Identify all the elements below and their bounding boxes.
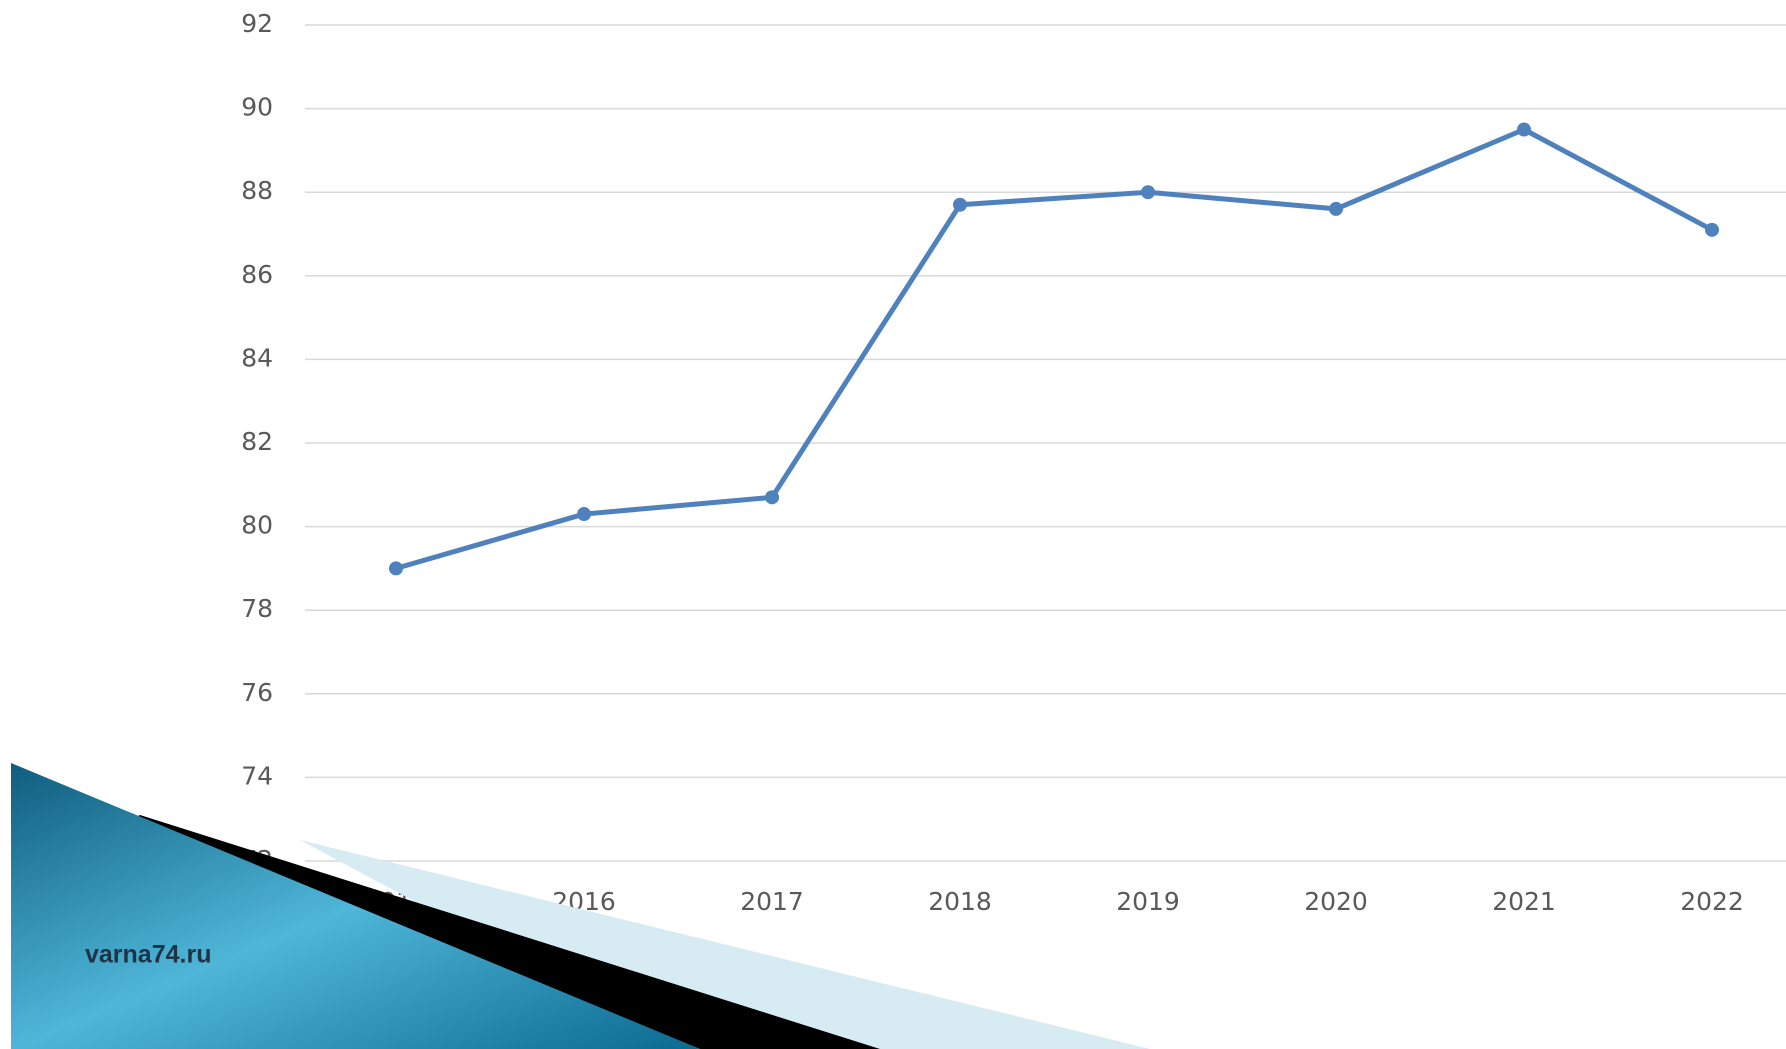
blue-triangle bbox=[11, 763, 700, 1049]
y-tick-label: 92 bbox=[241, 9, 273, 38]
data-point bbox=[765, 490, 779, 505]
data-point bbox=[1517, 122, 1531, 137]
y-tick-label: 90 bbox=[241, 93, 273, 122]
y-tick-label: 80 bbox=[241, 511, 273, 540]
x-tick-label: 2018 bbox=[928, 887, 992, 916]
light-stripe bbox=[300, 840, 1150, 1049]
y-tick-label: 82 bbox=[241, 427, 273, 456]
watermark: varna74.ru bbox=[85, 941, 211, 969]
data-point bbox=[577, 507, 591, 522]
x-tick-label: 2021 bbox=[1492, 887, 1556, 916]
data-point bbox=[1141, 185, 1155, 200]
x-tick-label: 2017 bbox=[740, 887, 804, 916]
y-tick-label: 88 bbox=[241, 176, 273, 205]
x-tick-label: 2019 bbox=[1116, 887, 1180, 916]
plot-area: 7274767880828486889092201520162017201820… bbox=[241, 9, 1786, 916]
dark-stripe bbox=[130, 815, 880, 1049]
y-tick-label: 74 bbox=[241, 761, 273, 790]
data-point bbox=[953, 197, 967, 212]
decoration bbox=[11, 763, 1150, 1049]
y-tick-label: 84 bbox=[241, 343, 273, 372]
data-point bbox=[389, 561, 403, 576]
series-line bbox=[395, 127, 1714, 571]
y-tick-label: 76 bbox=[241, 678, 273, 707]
y-tick-label: 78 bbox=[241, 594, 273, 623]
data-point bbox=[1329, 201, 1343, 216]
x-tick-label: 2020 bbox=[1304, 887, 1368, 916]
y-tick-label: 86 bbox=[241, 260, 273, 289]
data-point bbox=[1705, 222, 1719, 237]
x-tick-label: 2022 bbox=[1680, 887, 1744, 916]
